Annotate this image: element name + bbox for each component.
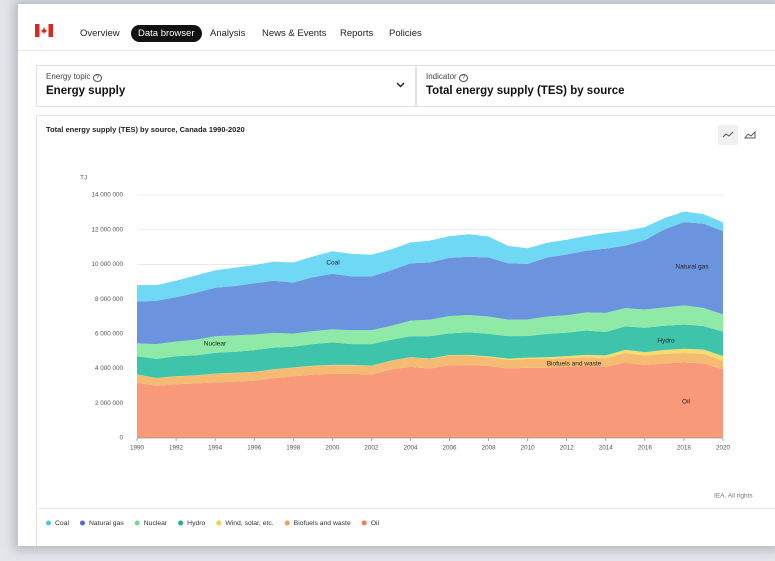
topic-select[interactable]: Energy topic ? Energy supply (36, 65, 416, 107)
divider (18, 50, 775, 51)
nav-item[interactable]: Policies (389, 28, 422, 39)
nav-item[interactable]: Data browser (131, 25, 202, 42)
chart-panel (36, 115, 775, 546)
chevron (396, 82, 405, 88)
flag (35, 24, 53, 37)
select-label: Energy topic ? (46, 72, 103, 82)
nav-item[interactable]: Analysis (210, 28, 246, 39)
indicator-select[interactable]: Indicator ? Total energy supply (TES) by… (416, 65, 775, 107)
line-view-button[interactable] (718, 125, 738, 145)
area-view-button[interactable] (740, 125, 760, 145)
nav-item[interactable]: Overview (80, 28, 120, 39)
select-value: Total energy supply (TES) by source (426, 85, 625, 97)
nav-item[interactable]: Reports (340, 28, 374, 39)
select-label: Indicator ? (426, 72, 469, 82)
divider (36, 508, 775, 509)
window: Overview Data browser Analysis News & Event… (18, 4, 775, 546)
select-value: Energy supply (46, 85, 126, 97)
nav-item[interactable]: News & Events (262, 28, 327, 39)
